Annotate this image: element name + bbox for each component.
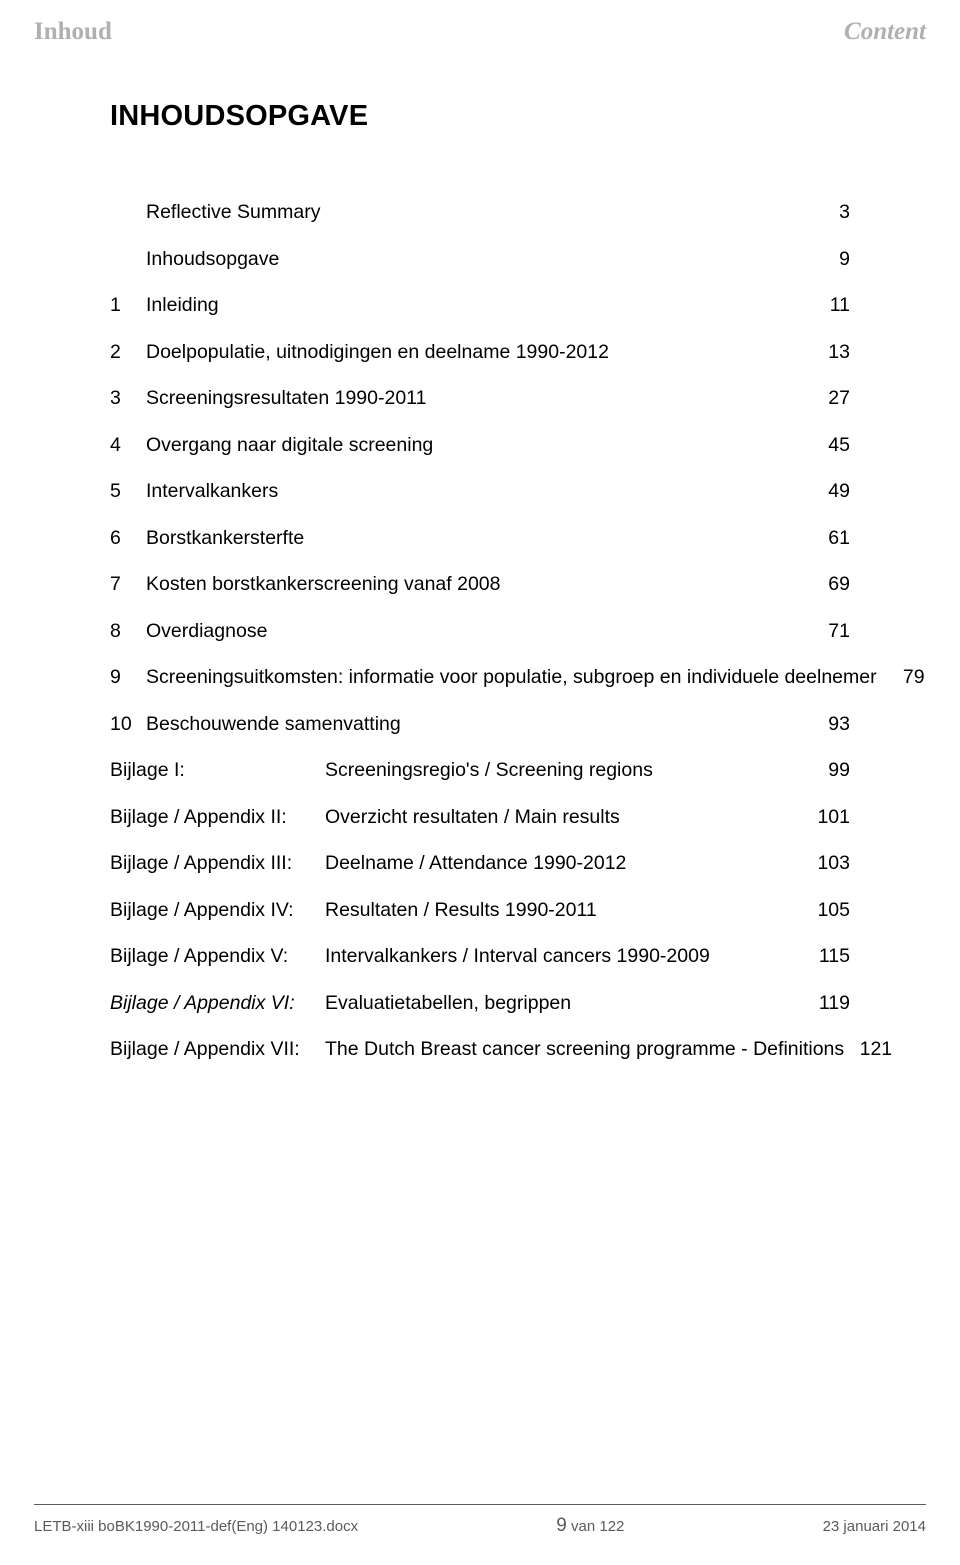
toc-appendix-row: Bijlage I:Screeningsregio's / Screening …: [110, 761, 850, 781]
toc-row: 10Beschouwende samenvatting 93: [110, 715, 850, 735]
toc-page: 119: [810, 994, 850, 1014]
toc-label: Screeningsresultaten 1990-2011: [146, 389, 426, 409]
footer-right: 23 januari 2014: [823, 1518, 926, 1535]
toc-page: 79: [885, 668, 925, 688]
toc-label: Overdiagnose: [146, 622, 267, 642]
toc-number: 5: [110, 482, 146, 502]
toc-page: 61: [810, 529, 850, 549]
toc-number: 2: [110, 343, 146, 363]
toc-row: 1Inleiding 11: [110, 296, 850, 316]
toc-number: 3: [110, 389, 146, 409]
footer-total: 122: [599, 1518, 624, 1535]
toc-appendix-row: Bijlage / Appendix V:Intervalkankers / I…: [110, 947, 850, 967]
footer-left: LETB-xiii boBK1990-2011-def(Eng) 140123.…: [34, 1518, 358, 1535]
toc-label: Kosten borstkankerscreening vanaf 2008: [146, 575, 500, 595]
toc-row: 5Intervalkankers 49: [110, 482, 850, 502]
running-head: Inhoud Content: [34, 18, 926, 46]
page-title: INHOUDSOPGAVE: [110, 100, 850, 133]
footer-rule: [34, 1504, 926, 1505]
toc-page: 71: [810, 622, 850, 642]
toc-appendix-row: Bijlage / Appendix VII:The Dutch Breast …: [110, 1040, 850, 1060]
toc-page: 105: [810, 901, 850, 921]
toc-row: 4Overgang naar digitale screening 45: [110, 436, 850, 456]
toc-row: Inhoudsopgave 9: [110, 250, 850, 270]
toc-label: Screeningsuitkomsten: informatie voor po…: [146, 668, 877, 688]
toc-row: 6Borstkankersterfte 61: [110, 529, 850, 549]
toc-number: 7: [110, 575, 146, 595]
toc-appendix-right: Screeningsregio's / Screening regions: [325, 761, 653, 781]
toc-label: Inhoudsopgave: [146, 250, 279, 270]
toc-number: 1: [110, 296, 146, 316]
toc-row: 3Screeningsresultaten 1990-2011 27: [110, 389, 850, 409]
toc-label: Intervalkankers: [146, 482, 278, 502]
toc-appendix-left: Bijlage / Appendix VII:: [110, 1040, 325, 1060]
content-area: INHOUDSOPGAVE Reflective Summary 3 Inhouds…: [110, 100, 850, 1087]
toc-number: 6: [110, 529, 146, 549]
toc-row: 9Screeningsuitkomsten: informatie voor p…: [110, 668, 850, 688]
toc-page: 99: [810, 761, 850, 781]
toc-appendix-left: Bijlage / Appendix IV:: [110, 901, 325, 921]
toc-page: 13: [810, 343, 850, 363]
toc-page: 11: [810, 296, 850, 316]
toc-appendix-right: Evaluatietabellen, begrippen: [325, 994, 571, 1014]
toc-page: 69: [810, 575, 850, 595]
toc-page: 27: [810, 389, 850, 409]
toc-appendix-right: Deelname / Attendance 1990-2012: [325, 854, 626, 874]
running-head-left: Inhoud: [34, 18, 112, 46]
page: Inhoud Content INHOUDSOPGAVE Reflective …: [0, 0, 960, 1565]
footer-sep: van: [567, 1518, 600, 1535]
toc-page: 115: [810, 947, 850, 967]
footer-center: 9 van 122: [556, 1515, 624, 1537]
toc-row: 2Doelpopulatie, uitnodigingen en deelnam…: [110, 343, 850, 363]
page-footer: LETB-xiii boBK1990-2011-def(Eng) 140123.…: [34, 1504, 926, 1537]
toc-appendix-row: Bijlage / Appendix IV:Resultaten / Resul…: [110, 901, 850, 921]
toc-row: 7Kosten borstkankerscreening vanaf 2008 6…: [110, 575, 850, 595]
toc-appendix-left: Bijlage / Appendix III:: [110, 854, 325, 874]
toc-appendix-row: Bijlage / Appendix II:Overzicht resultat…: [110, 808, 850, 828]
toc-label: Doelpopulatie, uitnodigingen en deelname…: [146, 343, 609, 363]
toc-page: 49: [810, 482, 850, 502]
toc-appendix-left: Bijlage / Appendix II:: [110, 808, 325, 828]
toc-appendix-left: Bijlage / Appendix VI:: [110, 994, 325, 1014]
toc-page: 9: [810, 250, 850, 270]
toc-list: Reflective Summary 3 Inhoudsopgave 9 1Inleid…: [110, 203, 850, 734]
toc-number: 10: [110, 715, 146, 735]
toc-row: 8Overdiagnose 71: [110, 622, 850, 642]
toc-appendix-row: Bijlage / Appendix VI:Evaluatietabellen,…: [110, 994, 850, 1014]
toc-page: 121: [852, 1040, 892, 1060]
toc-page: 3: [810, 203, 850, 223]
toc-appendix-list: Bijlage I:Screeningsregio's / Screening …: [110, 761, 850, 1060]
toc-appendix-row: Bijlage / Appendix III:Deelname / Attend…: [110, 854, 850, 874]
toc-appendix-right: Overzicht resultaten / Main results: [325, 808, 620, 828]
toc-label: Reflective Summary: [146, 203, 320, 223]
toc-label: Overgang naar digitale screening: [146, 436, 433, 456]
toc-page: 101: [810, 808, 850, 828]
toc-number: 9: [110, 668, 146, 688]
toc-row: Reflective Summary 3: [110, 203, 850, 223]
toc-number: 4: [110, 436, 146, 456]
toc-appendix-right: Resultaten / Results 1990-2011: [325, 901, 597, 921]
toc-appendix-right: The Dutch Breast cancer screening progra…: [325, 1040, 844, 1060]
toc-page: 103: [810, 854, 850, 874]
toc-appendix-left: Bijlage I:: [110, 761, 325, 781]
toc-label: Borstkankersterfte: [146, 529, 304, 549]
toc-appendix-right: Intervalkankers / Interval cancers 1990-…: [325, 947, 710, 967]
toc-label: Inleiding: [146, 296, 219, 316]
footer-line: LETB-xiii boBK1990-2011-def(Eng) 140123.…: [34, 1515, 926, 1537]
footer-page-number: 9: [556, 1515, 567, 1536]
toc-number: 8: [110, 622, 146, 642]
toc-appendix-left: Bijlage / Appendix V:: [110, 947, 325, 967]
running-head-right: Content: [844, 18, 926, 46]
toc-page: 45: [810, 436, 850, 456]
toc-page: 93: [810, 715, 850, 735]
toc-label: Beschouwende samenvatting: [146, 715, 401, 735]
